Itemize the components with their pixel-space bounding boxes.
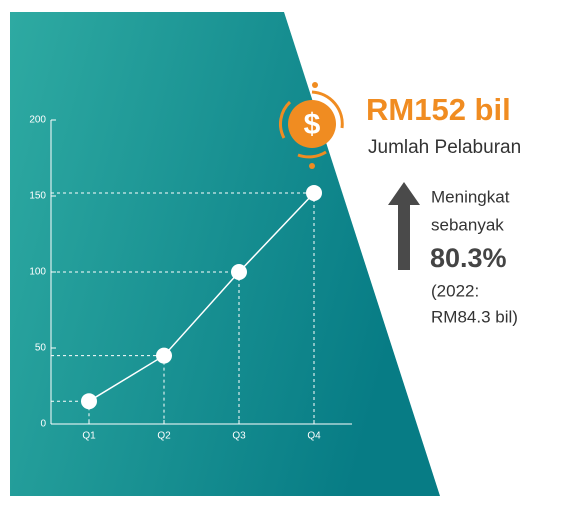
icon-circle: [288, 100, 336, 148]
line: [88, 192, 315, 402]
x-tick-label: Q3: [232, 431, 246, 442]
y-tick-label: 150: [29, 191, 46, 202]
background-panel: [10, 12, 440, 496]
y-tick-label: 100: [29, 267, 46, 278]
amount-label: Jumlah Pelaburan: [368, 137, 521, 158]
x-tick-label: Q2: [157, 431, 171, 442]
point: [81, 393, 97, 410]
comparison-text: RM84.3 bil): [431, 307, 518, 326]
point: [306, 184, 322, 201]
icon-dot: [309, 163, 315, 169]
comparison-text: (2022:: [431, 281, 479, 300]
icon-dot: [312, 82, 318, 88]
point: [231, 264, 247, 280]
y-tick-label: 50: [35, 343, 47, 354]
amount: RM152 bil: [366, 92, 511, 127]
point: [156, 347, 172, 364]
up-arrow: [388, 182, 420, 270]
x-tick-label: Q1: [82, 431, 96, 442]
y-tick-label: 200: [29, 115, 46, 126]
change-text: sebanyak: [431, 215, 504, 234]
icon-arc: [311, 90, 344, 129]
dollar-icon: $: [279, 82, 344, 169]
icon-arc: [279, 100, 292, 139]
change-text: Meningkat: [431, 187, 510, 206]
icon-arc: [297, 150, 327, 159]
icon-symbol: $: [304, 108, 321, 141]
x-tick-label: Q4: [307, 431, 321, 442]
y-tick-label: 0: [40, 419, 46, 430]
change-value: 80.3%: [430, 243, 507, 273]
